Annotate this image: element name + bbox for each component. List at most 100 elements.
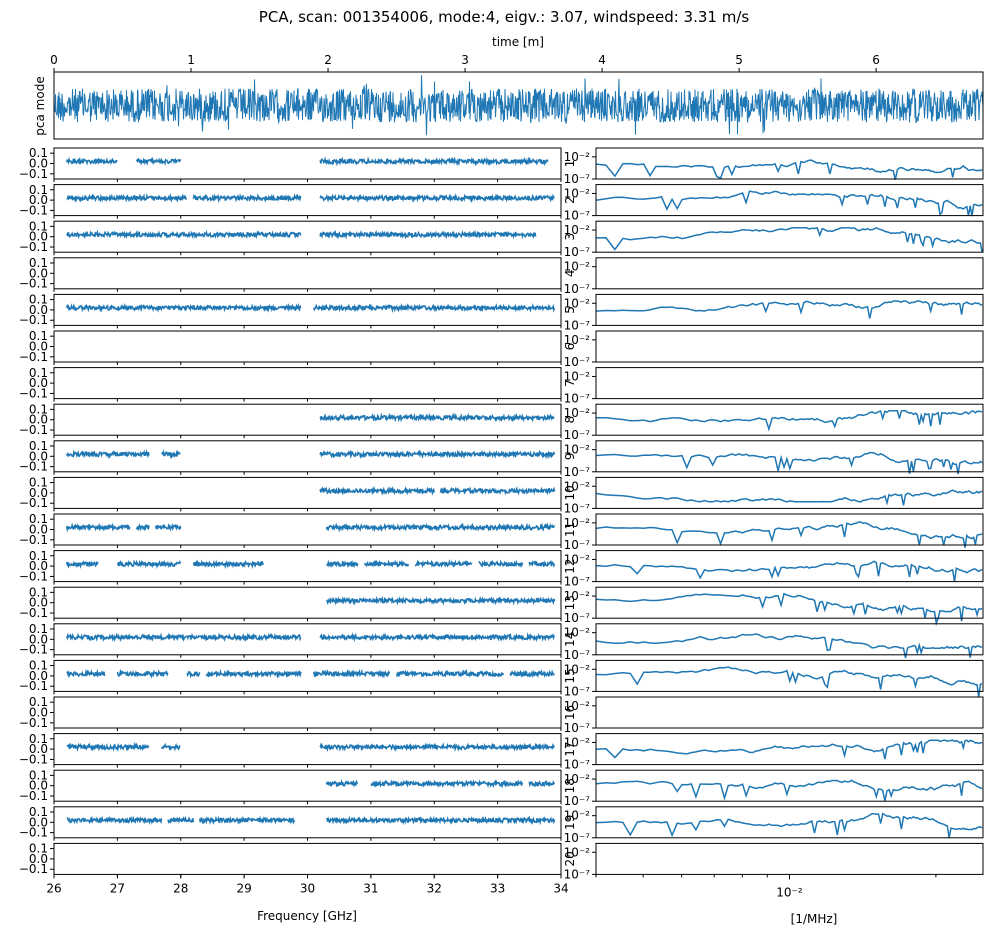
spectrum-panel-frame	[595, 586, 984, 619]
frequency-data-band	[186, 671, 201, 679]
spectrum-panel-2: 10⁻² 10⁻⁷	[564, 184, 984, 223]
spectrum-panel-4: 10⁻² 10⁻⁷	[564, 257, 984, 296]
panel-number-label: 5	[563, 306, 577, 314]
frequency-y-tick-label: 0.1	[29, 402, 48, 416]
frequency-y-tick-label: 0.0	[29, 413, 48, 427]
frequency-data-band	[319, 193, 555, 204]
frequency-data-band	[66, 815, 163, 825]
spectrum-line	[595, 451, 983, 475]
spectrum-y-tick-label: 10⁻²	[564, 223, 591, 237]
spectrum-panel-frame	[595, 184, 984, 217]
frequency-data-band	[319, 412, 555, 423]
frequency-y-tick-label: 0.0	[29, 852, 48, 866]
frequency-y-tick-label: 0.1	[29, 659, 48, 673]
frequency-data-band	[116, 559, 182, 570]
spectrum-panel-11: 10⁻² 10⁻⁷	[564, 513, 984, 552]
spectrum-line	[595, 812, 983, 838]
frequency-y-tick-label: 0.1	[29, 842, 48, 856]
frequency-data-band	[192, 193, 244, 204]
frequency-panel-19: 0.10.0−0.1 19	[19, 805, 577, 841]
frequency-tick-label: 28	[173, 881, 188, 895]
panel-number-label: 9	[563, 452, 577, 460]
spectrum-panel-frame	[595, 733, 984, 766]
frequency-tick-label: 29	[236, 881, 251, 895]
spectrum-line	[595, 300, 983, 319]
frequency-data-band	[325, 559, 359, 569]
spectrum-line	[595, 592, 983, 627]
spectrum-panel-frame	[595, 440, 984, 473]
spectrum-panel-10: 10⁻² 10⁻⁷	[564, 476, 984, 515]
frequency-y-tick-label: 0.1	[29, 512, 48, 526]
panel-number-label: 2	[563, 196, 577, 204]
frequency-data-band	[65, 560, 99, 570]
spectrum-panel-frame	[595, 806, 984, 839]
spectrum-line	[595, 410, 983, 432]
spectrum-panel-5: 10⁻² 10⁻⁷	[564, 293, 984, 332]
frequency-panel-frame	[53, 769, 562, 802]
frequency-data-band	[135, 522, 150, 532]
panel-number-label: 17	[563, 741, 577, 756]
frequency-y-tick-label: −0.1	[19, 789, 48, 803]
spectrum-panel-frame	[595, 550, 984, 583]
time-tick-label: 1	[187, 53, 195, 67]
frequency-data-band	[65, 632, 302, 643]
frequency-tick-label: 33	[490, 881, 505, 895]
frequency-panel-frame	[53, 476, 562, 509]
spectrum-y-tick-label: 10⁻⁷	[564, 575, 591, 589]
frequency-y-tick-label: 0.1	[29, 439, 48, 453]
frequency-y-tick-label: 0.0	[29, 230, 48, 244]
frequency-panel-3: 0.10.0−0.1 3	[19, 219, 577, 256]
spectrum-y-tick-label: 10⁻²	[564, 479, 591, 493]
panel-number-label: 20	[563, 851, 577, 866]
frequency-tick-label: 26	[46, 881, 61, 895]
panel-number-label: 16	[563, 705, 577, 720]
frequency-y-tick-label: −0.1	[19, 826, 48, 840]
frequency-data-band	[65, 302, 302, 313]
frequency-panel-frame	[53, 330, 562, 363]
spectrum-y-tick-label: 10⁻²	[564, 662, 591, 676]
frequency-data-band	[116, 668, 169, 679]
panel-number-label: 19	[563, 815, 577, 830]
frequency-panel-frame	[53, 659, 562, 692]
frequency-panel-8: 0.10.0−0.1 8	[19, 402, 577, 439]
frequency-panel-frame	[53, 147, 562, 180]
spectrum-y-tick-label: 10⁻⁷	[564, 758, 591, 772]
spectrum-panel-frame	[595, 769, 984, 802]
frequency-data-band	[439, 485, 556, 496]
pca-mode-y-label: pca mode	[33, 76, 47, 135]
frequency-y-tick-label: 0.1	[29, 146, 48, 160]
time-tick-label: 3	[461, 53, 469, 67]
spectrum-y-tick-label: 10⁻⁷	[564, 684, 591, 698]
panel-number-label: 13	[563, 595, 577, 610]
frequency-data-band	[65, 449, 150, 460]
spectrum-line	[595, 489, 983, 506]
frequency-data-band	[167, 815, 195, 824]
spectrum-panel-frame	[595, 513, 984, 546]
frequency-y-tick-label: −0.1	[19, 716, 48, 730]
spectrum-line	[595, 779, 983, 802]
frequency-tick-label: 30	[300, 881, 315, 895]
frequency-data-band	[199, 815, 296, 826]
spectrum-y-tick-label: 10⁻⁷	[564, 501, 591, 515]
frequency-panel-5: 0.10.0−0.1 5	[19, 293, 577, 329]
frequency-panel-frame	[53, 440, 562, 473]
frequency-y-tick-label: 0.1	[29, 366, 48, 380]
frequency-panel-15: 0.10.0−0.1 15	[19, 659, 577, 695]
spectrum-panel-19: 10⁻² 10⁻⁷	[564, 806, 984, 845]
panel-number-label: 7	[563, 379, 577, 387]
frequency-y-tick-label: −0.1	[19, 460, 48, 474]
frequency-y-tick-label: 0.0	[29, 193, 48, 207]
frequency-panel-14: 0.10.0−0.1 14	[19, 622, 577, 658]
spectrum-panel-frame	[595, 293, 984, 326]
spectrum-y-tick-label: 10⁻²	[564, 150, 591, 164]
frequency-panel-frame	[53, 696, 562, 729]
frequency-data-band	[66, 741, 150, 753]
frequency-data-band	[154, 522, 182, 532]
frequency-y-tick-label: 0.0	[29, 340, 48, 354]
frequency-panel-13: 0.10.0−0.1 13	[19, 585, 577, 622]
frequency-panel-9: 0.10.0−0.1 9	[19, 439, 577, 475]
spectrum-panel-frame	[595, 476, 984, 509]
frequency-data-band	[319, 632, 555, 643]
frequency-data-band	[319, 229, 537, 240]
